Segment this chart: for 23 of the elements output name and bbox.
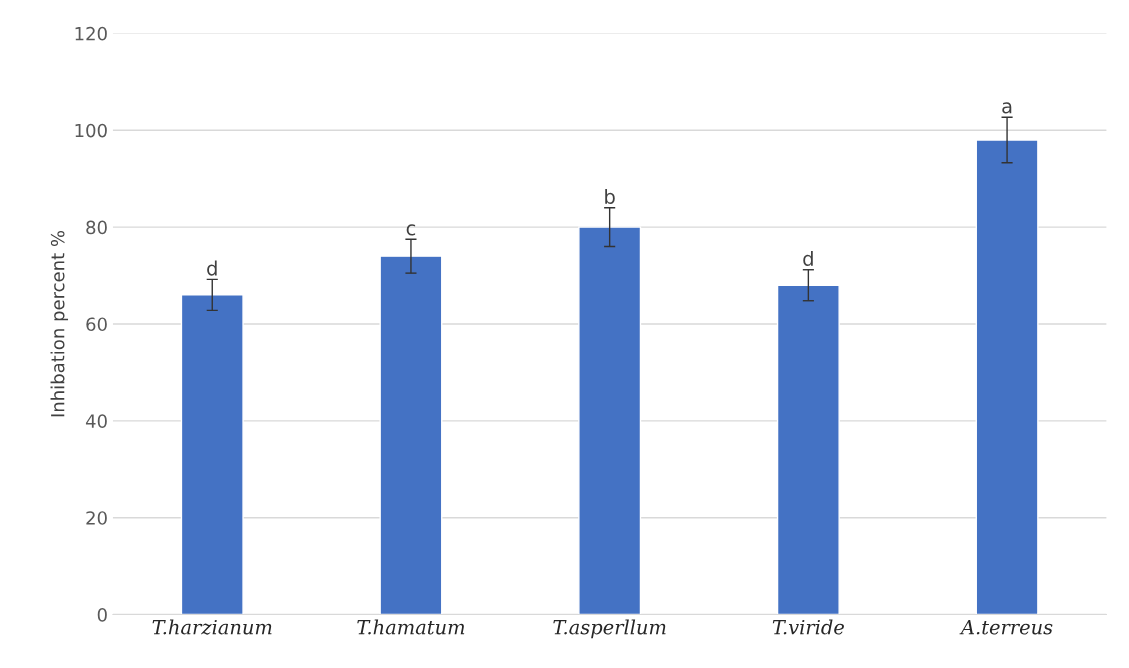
y-tick-label: 0 bbox=[97, 608, 107, 622]
annotation: d bbox=[207, 260, 217, 276]
x-tick-label: T.harzianum bbox=[152, 619, 272, 635]
bar bbox=[776, 284, 840, 615]
y-tick-label: 120 bbox=[75, 26, 107, 41]
y-tick-label: 40 bbox=[85, 414, 107, 428]
bar bbox=[180, 294, 244, 615]
bar bbox=[379, 255, 443, 615]
x-tick-label: T.asperllum bbox=[553, 619, 666, 639]
x-tick-label: A.terreus bbox=[959, 620, 1053, 635]
annotation: d bbox=[803, 250, 813, 266]
y-tick-label: 80 bbox=[86, 220, 107, 235]
annotation: c bbox=[406, 224, 416, 236]
annotation: a bbox=[1002, 102, 1012, 114]
y-tick-label: 20 bbox=[86, 511, 107, 525]
bar bbox=[578, 226, 642, 615]
y-tick-label: 60 bbox=[86, 317, 107, 332]
x-tick-label: T.viride bbox=[772, 619, 844, 635]
annotation: b bbox=[605, 188, 615, 204]
x-tick-label: T.hamatum bbox=[357, 619, 465, 635]
y-axis-title: Inhibation percent % bbox=[50, 230, 69, 417]
bar bbox=[975, 139, 1039, 615]
y-tick-label: 100 bbox=[75, 123, 107, 138]
